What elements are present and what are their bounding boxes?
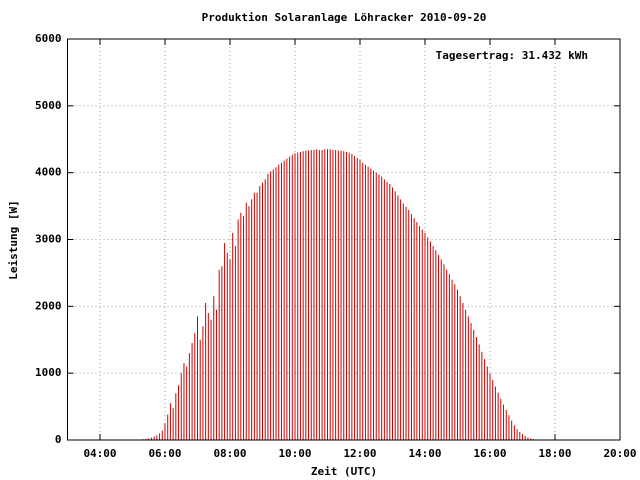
x-tick-label: 08:00: [213, 447, 246, 460]
y-tick-label: 3000: [35, 233, 62, 246]
x-tick-label: 12:00: [343, 447, 376, 460]
x-tick-label: 04:00: [83, 447, 116, 460]
x-tick-label: 20:00: [603, 447, 636, 460]
annotation: Tagesertrag: 31.432 kWh: [436, 49, 588, 62]
y-tick-label: 5000: [35, 99, 62, 112]
x-tick-label: 16:00: [473, 447, 506, 460]
y-tick-label: 0: [55, 433, 62, 446]
x-tick-label: 10:00: [278, 447, 311, 460]
x-tick-label: 18:00: [538, 447, 571, 460]
x-axis-label: Zeit (UTC): [311, 465, 377, 478]
y-tick-label: 1000: [35, 366, 62, 379]
y-tick-label: 2000: [35, 299, 62, 312]
y-axis-label: Leistung [W]: [7, 200, 20, 279]
x-tick-label: 14:00: [408, 447, 441, 460]
plot-frame: [67, 38, 621, 441]
x-tick-label: 06:00: [148, 447, 181, 460]
y-tick-label: 4000: [35, 166, 62, 179]
chart-title: Produktion Solaranlage Löhracker 2010-09…: [202, 11, 487, 24]
y-tick-label: 6000: [35, 32, 62, 45]
